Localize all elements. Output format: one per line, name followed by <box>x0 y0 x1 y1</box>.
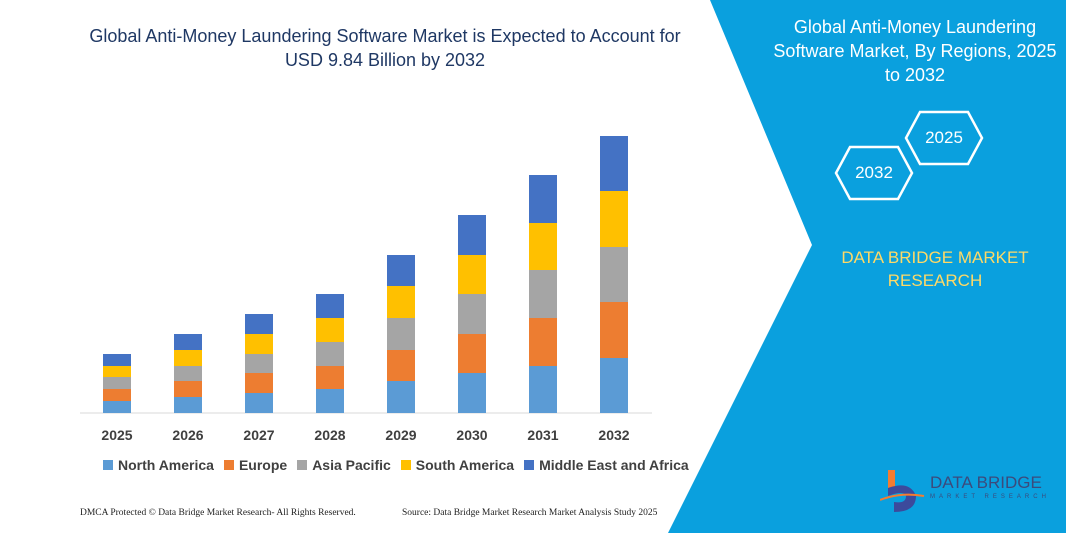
bar-2026-north-america <box>174 397 202 413</box>
bar-2031-south-america <box>529 223 557 270</box>
bar-2029-asia-pacific <box>387 318 415 350</box>
logo-subtext: MARKET RESEARCH <box>930 494 1050 500</box>
bar-2028-europe <box>316 366 344 389</box>
bar-2027-asia-pacific <box>245 354 273 373</box>
hex-badge-2032: 2032 <box>834 145 914 201</box>
bar-2031-asia-pacific <box>529 270 557 318</box>
legend-item: Europe <box>223 457 288 473</box>
legend: North America Europe Asia Pacific South Ame… <box>103 457 689 473</box>
bar-2028-middle-east-and-africa <box>316 294 344 318</box>
bar-2028-south-america <box>316 318 344 342</box>
bar-2028-north-america <box>316 389 344 413</box>
bar-2026-asia-pacific <box>174 366 202 381</box>
bar-2026-europe <box>174 381 202 397</box>
legend-swatch <box>297 460 308 470</box>
x-tick-label: 2026 <box>172 427 203 443</box>
x-tick-labels: 2025 2026 2027 2028 2029 2030 2031 2032 <box>101 427 629 443</box>
bar-2032-europe <box>600 302 628 358</box>
bar-2032-middle-east-and-africa <box>600 136 628 191</box>
brand-text: DATA BRIDGE MARKET RESEARCH <box>841 248 1029 290</box>
bar-2032-south-america <box>600 191 628 247</box>
bar-2029-europe <box>387 350 415 381</box>
bar-2031-north-america <box>529 366 557 413</box>
bars <box>103 136 628 413</box>
x-tick-label: 2025 <box>101 427 132 443</box>
bar-2031-europe <box>529 318 557 366</box>
bar-2029-south-america <box>387 286 415 318</box>
bar-2025-north-america <box>103 401 131 413</box>
legend-label: Asia Pacific <box>312 457 391 473</box>
legend-swatch <box>400 460 411 470</box>
bar-2025-middle-east-and-africa <box>103 354 131 366</box>
legend-label: Middle East and Africa <box>539 457 689 473</box>
legend-swatch <box>223 460 234 470</box>
bar-2028-asia-pacific <box>316 342 344 366</box>
bar-2030-north-america <box>458 373 486 413</box>
bar-2027-south-america <box>245 334 273 354</box>
legend-item: Middle East and Africa <box>524 457 689 473</box>
legend-item: North America <box>103 457 214 473</box>
legend-label: Europe <box>238 457 288 473</box>
legend-item: South America <box>400 457 515 473</box>
x-tick-label: 2027 <box>243 427 274 443</box>
bar-2025-asia-pacific <box>103 377 131 389</box>
bar-2032-north-america <box>600 358 628 413</box>
legend-label: South America <box>415 457 515 473</box>
bar-2030-south-america <box>458 255 486 294</box>
x-tick-label: 2029 <box>385 427 416 443</box>
footer-source: Source: Data Bridge Market Research Mark… <box>402 508 658 518</box>
bar-2032-asia-pacific <box>600 247 628 302</box>
bar-2027-north-america <box>245 393 273 413</box>
bar-2031-middle-east-and-africa <box>529 175 557 223</box>
side-panel-title: Global Anti-Money Laundering Software Ma… <box>773 17 1057 85</box>
chart-title: Global Anti-Money Laundering Software Ma… <box>89 26 681 70</box>
bar-2030-asia-pacific <box>458 294 486 334</box>
x-tick-label: 2032 <box>598 427 629 443</box>
bar-2027-middle-east-and-africa <box>245 314 273 334</box>
data-bridge-logo-icon <box>880 470 925 512</box>
logo-text: DATA BRIDGE <box>930 473 1042 492</box>
footer-copyright: DMCA Protected © Data Bridge Market Rese… <box>80 508 356 518</box>
legend-label: North America <box>118 457 214 473</box>
bar-2025-europe <box>103 389 131 401</box>
hex-badge-2025: 2025 <box>904 110 984 166</box>
bar-2030-middle-east-and-africa <box>458 215 486 255</box>
side-panel <box>668 0 1066 533</box>
bar-2030-europe <box>458 334 486 373</box>
bar-2025-south-america <box>103 366 131 377</box>
legend-swatch <box>103 460 113 470</box>
legend-swatch <box>524 460 535 470</box>
x-tick-label: 2030 <box>456 427 487 443</box>
bar-2029-middle-east-and-africa <box>387 255 415 286</box>
bar-2027-europe <box>245 373 273 393</box>
legend-item: Asia Pacific <box>297 457 391 473</box>
x-tick-label: 2031 <box>527 427 558 443</box>
bar-2026-south-america <box>174 350 202 366</box>
bar-2026-middle-east-and-africa <box>174 334 202 350</box>
x-tick-label: 2028 <box>314 427 345 443</box>
bar-2029-north-america <box>387 381 415 413</box>
